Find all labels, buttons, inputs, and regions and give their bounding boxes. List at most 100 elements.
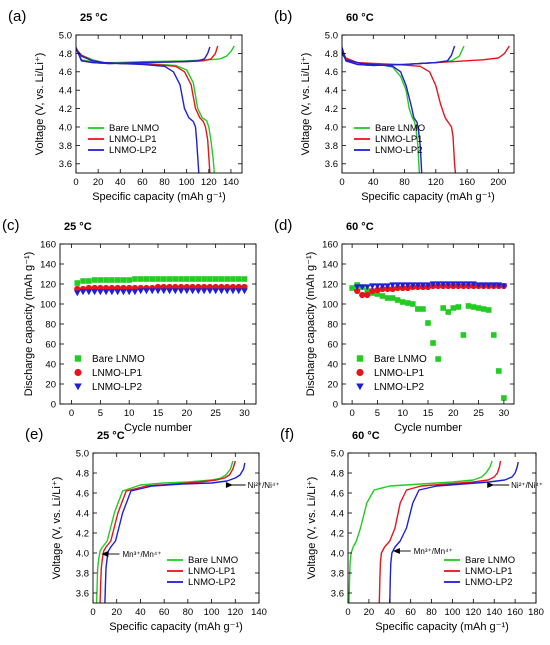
legend-label: LNMO-LP1 bbox=[109, 134, 157, 145]
data-point-lnmo-lp2 bbox=[125, 289, 133, 296]
data-point-lnmo-lp2 bbox=[235, 288, 243, 295]
data-point-bare-lnmo bbox=[460, 332, 467, 338]
x-tick-label: 100 bbox=[445, 607, 461, 618]
data-point-lnmo-lp2 bbox=[389, 282, 396, 289]
annotation-arrow-head bbox=[225, 482, 233, 488]
y-tick-label: 20 bbox=[45, 379, 56, 390]
y-tick-label: 0 bbox=[51, 399, 56, 410]
data-point-bare-lnmo bbox=[195, 276, 202, 282]
data-point-lnmo-lp2 bbox=[166, 288, 173, 295]
data-point-bare-lnmo bbox=[430, 340, 436, 346]
panel-label: (c) bbox=[2, 217, 20, 234]
data-point-lnmo-lp2 bbox=[120, 289, 127, 296]
y-tick-label: 4.2 bbox=[331, 528, 344, 539]
y-tick-label: 140 bbox=[40, 259, 56, 270]
data-point-lnmo-lp2 bbox=[353, 284, 361, 291]
x-axis-label: Specific capacity (mAh g⁻¹) bbox=[92, 191, 226, 203]
legend-marker-lnmo-lp1 bbox=[356, 368, 364, 377]
data-point-lnmo-lp2 bbox=[137, 288, 145, 295]
y-tick-label: 4.8 bbox=[331, 468, 344, 479]
x-tick-label: 20 bbox=[182, 408, 193, 419]
y-axis-label: Voltage (V, vs. Li/Li⁺) bbox=[34, 53, 46, 156]
x-tick-label: 160 bbox=[507, 607, 523, 618]
x-tick-label: 80 bbox=[399, 177, 410, 188]
data-point-lnmo-lp2 bbox=[444, 281, 452, 288]
data-point-lnmo-lp2 bbox=[404, 282, 412, 289]
x-tick-label: 5 bbox=[375, 408, 380, 419]
x-tick-label: 120 bbox=[465, 607, 481, 618]
y-tick-label: 40 bbox=[327, 359, 338, 370]
y-tick-label: 3.6 bbox=[76, 588, 89, 599]
legend-label: Bare LNMO bbox=[92, 354, 145, 365]
data-point-lnmo-lp2 bbox=[460, 281, 467, 288]
x-tick-label: 140 bbox=[223, 177, 239, 188]
data-point-bare-lnmo bbox=[235, 276, 242, 282]
x-tick-label: 140 bbox=[486, 607, 502, 618]
data-point-lnmo-lp2 bbox=[189, 288, 196, 295]
legend-label: LNMO-LP1 bbox=[92, 368, 142, 379]
x-tick-label: 40 bbox=[384, 607, 395, 618]
data-point-bare-lnmo bbox=[425, 320, 431, 326]
data-point-lnmo-lp2 bbox=[102, 289, 110, 296]
legend-label: Bare LNMO bbox=[109, 123, 159, 134]
data-point-bare-lnmo bbox=[132, 276, 138, 282]
y-tick-label: 4.4 bbox=[325, 86, 338, 97]
data-point-lnmo-lp2 bbox=[409, 282, 417, 289]
y-tick-label: 5.0 bbox=[76, 448, 89, 459]
series-line-lnmo-lp2-1 bbox=[342, 53, 423, 173]
data-point-lnmo-lp2 bbox=[177, 288, 185, 295]
x-tick-label: 15 bbox=[153, 408, 164, 419]
data-point-lnmo-lp2 bbox=[218, 288, 225, 295]
data-point-lnmo-lp1 bbox=[369, 287, 376, 295]
data-point-lnmo-lp2 bbox=[154, 288, 162, 295]
data-point-bare-lnmo bbox=[114, 277, 121, 283]
x-tick-label: 0 bbox=[90, 607, 95, 618]
data-point-bare-lnmo bbox=[80, 278, 86, 284]
x-axis-label: Cycle number bbox=[394, 422, 462, 434]
temperature-label: 25 °C bbox=[80, 12, 108, 24]
data-point-bare-lnmo bbox=[410, 301, 416, 307]
data-point-bare-lnmo bbox=[389, 295, 396, 301]
y-tick-label: 3.8 bbox=[325, 141, 338, 152]
data-point-bare-lnmo bbox=[475, 305, 482, 311]
y-tick-label: 140 bbox=[322, 259, 338, 270]
data-point-lnmo-lp2 bbox=[91, 289, 98, 296]
data-point-lnmo-lp2 bbox=[384, 283, 391, 290]
data-point-lnmo-lp1 bbox=[364, 291, 371, 299]
x-tick-label: 180 bbox=[528, 607, 544, 618]
panel-f: (f) 60 °C 0 20 40 60 80 100 120 140 160 180 3.6 3.8 4.… bbox=[280, 426, 544, 633]
legend-marker-lnmo-lp1 bbox=[74, 368, 82, 377]
legend-label: Bare LNMO bbox=[374, 354, 427, 365]
x-tick-label: 40 bbox=[368, 177, 379, 188]
data-point-bare-lnmo bbox=[178, 276, 184, 282]
x-tick-label: 20 bbox=[448, 408, 459, 419]
data-point-lnmo-lp2 bbox=[485, 282, 493, 289]
data-point-lnmo-lp2 bbox=[358, 284, 366, 291]
x-tick-label: 0 bbox=[69, 408, 74, 419]
y-tick-label: 4.4 bbox=[59, 86, 72, 97]
x-axis-label: Cycle number bbox=[124, 422, 192, 434]
temperature-label: 25 °C bbox=[64, 221, 92, 233]
data-point-bare-lnmo bbox=[445, 309, 452, 315]
y-tick-label: 4.4 bbox=[331, 508, 344, 519]
axes-frame bbox=[75, 34, 243, 174]
data-point-bare-lnmo bbox=[137, 276, 144, 282]
data-point-lnmo-lp2 bbox=[495, 282, 503, 289]
legend-label: LNMO-LP2 bbox=[375, 145, 423, 156]
data-point-bare-lnmo bbox=[455, 304, 462, 310]
y-tick-label: 5.0 bbox=[331, 448, 344, 459]
legend-marker-bare-lnmo bbox=[74, 355, 82, 362]
axes-frame bbox=[59, 243, 257, 405]
data-point-bare-lnmo bbox=[218, 276, 225, 282]
x-tick-label: 60 bbox=[405, 607, 416, 618]
panel-b: (b) 60 °C 0 40 80 120 160 200 3.6 3.8 4.0 4.2 4.4 4.6… bbox=[274, 8, 515, 203]
data-point-bare-lnmo bbox=[91, 277, 98, 283]
data-point-bare-lnmo bbox=[349, 285, 355, 291]
x-tick-label: 20 bbox=[93, 177, 104, 188]
x-tick-label: 60 bbox=[159, 607, 170, 618]
y-tick-label: 5.0 bbox=[325, 30, 338, 41]
data-point-lnmo-lp2 bbox=[212, 288, 219, 295]
